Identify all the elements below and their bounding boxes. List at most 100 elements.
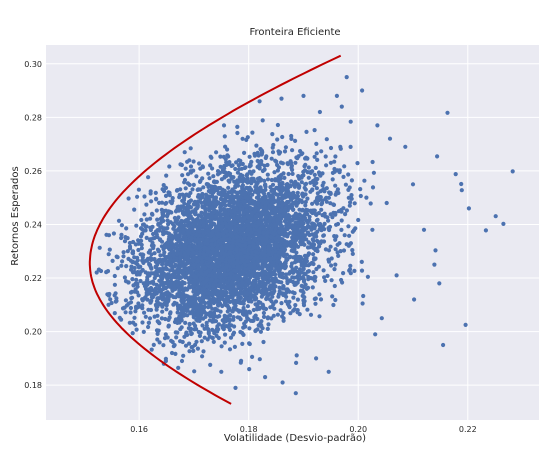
- portfolio-point: [254, 183, 259, 188]
- portfolio-point: [260, 118, 265, 123]
- portfolio-point: [157, 200, 162, 205]
- portfolio-point: [304, 237, 309, 242]
- portfolio-point: [265, 210, 270, 215]
- portfolio-point: [246, 195, 252, 200]
- portfolio-point: [186, 259, 191, 264]
- portfolio-point: [271, 279, 276, 284]
- portfolio-point: [239, 300, 245, 305]
- portfolio-point: [182, 267, 187, 272]
- portfolio-point: [136, 247, 141, 253]
- portfolio-point: [242, 233, 247, 238]
- portfolio-point: [251, 223, 256, 228]
- portfolio-point: [276, 294, 281, 299]
- portfolio-point: [333, 154, 338, 159]
- portfolio-point: [290, 171, 295, 176]
- portfolio-point: [160, 309, 165, 314]
- portfolio-point: [227, 347, 233, 352]
- portfolio-point: [123, 310, 128, 315]
- portfolio-point: [257, 357, 262, 362]
- portfolio-point: [168, 310, 173, 315]
- portfolio-point: [321, 233, 326, 238]
- portfolio-point: [230, 187, 235, 192]
- portfolio-point: [165, 212, 170, 217]
- portfolio-point: [181, 288, 186, 293]
- portfolio-point: [196, 263, 201, 268]
- portfolio-point: [348, 144, 353, 149]
- portfolio-point: [134, 277, 139, 282]
- portfolio-point: [324, 186, 329, 191]
- portfolio-point: [344, 208, 349, 213]
- portfolio-point: [177, 192, 182, 197]
- portfolio-point: [318, 297, 324, 302]
- portfolio-point: [245, 304, 250, 309]
- portfolio-point: [325, 273, 330, 278]
- portfolio-point: [163, 297, 168, 302]
- portfolio-point: [163, 230, 168, 235]
- portfolio-point: [347, 203, 352, 208]
- portfolio-point: [358, 187, 363, 192]
- portfolio-point: [164, 301, 169, 306]
- portfolio-point: [180, 173, 185, 178]
- portfolio-point: [223, 203, 228, 208]
- portfolio-point: [342, 233, 347, 238]
- portfolio-point: [153, 259, 158, 264]
- portfolio-point: [322, 189, 327, 194]
- portfolio-point: [245, 259, 250, 264]
- portfolio-point: [284, 182, 289, 187]
- portfolio-point: [142, 212, 147, 217]
- portfolio-point: [173, 232, 179, 237]
- portfolio-point: [276, 197, 281, 202]
- portfolio-point: [216, 283, 221, 288]
- portfolio-point: [210, 184, 215, 189]
- portfolio-point: [170, 339, 175, 345]
- portfolio-point: [149, 271, 154, 276]
- portfolio-point: [255, 261, 260, 266]
- portfolio-point: [218, 207, 223, 212]
- portfolio-point: [156, 296, 161, 301]
- portfolio-point: [331, 202, 337, 207]
- portfolio-point: [332, 283, 337, 289]
- portfolio-point: [268, 215, 273, 221]
- portfolio-point: [224, 280, 229, 285]
- portfolio-point: [266, 322, 271, 327]
- portfolio-point: [141, 222, 146, 227]
- portfolio-point: [334, 222, 339, 227]
- portfolio-point: [236, 215, 241, 220]
- portfolio-point: [238, 158, 243, 163]
- portfolio-point: [255, 271, 260, 276]
- portfolio-point: [182, 205, 187, 210]
- portfolio-point: [148, 237, 153, 242]
- portfolio-point: [132, 315, 137, 320]
- portfolio-point: [222, 265, 227, 270]
- portfolio-point: [210, 230, 215, 235]
- portfolio-point: [245, 172, 250, 177]
- portfolio-point: [202, 280, 207, 285]
- portfolio-point: [231, 216, 236, 221]
- portfolio-point: [280, 286, 285, 291]
- portfolio-point: [222, 134, 227, 139]
- portfolio-point: [134, 223, 139, 228]
- portfolio-point: [271, 207, 276, 212]
- portfolio-point: [123, 279, 129, 284]
- portfolio-point: [255, 158, 260, 164]
- portfolio-point: [257, 166, 262, 171]
- portfolio-point: [304, 181, 309, 186]
- portfolio-point: [132, 265, 137, 271]
- portfolio-point: [299, 208, 305, 213]
- portfolio-point: [132, 207, 137, 212]
- portfolio-point: [300, 293, 305, 298]
- portfolio-point: [278, 213, 283, 218]
- portfolio-point: [115, 266, 120, 271]
- portfolio-point: [163, 286, 168, 291]
- portfolio-point: [239, 207, 245, 212]
- portfolio-point: [251, 281, 256, 287]
- portfolio-point: [247, 154, 252, 159]
- portfolio-point: [154, 197, 159, 202]
- portfolio-point: [231, 298, 236, 304]
- portfolio-point: [210, 257, 215, 262]
- portfolio-point: [330, 215, 335, 220]
- portfolio-point: [183, 343, 189, 348]
- portfolio-point: [270, 132, 275, 137]
- portfolio-point: [317, 292, 322, 297]
